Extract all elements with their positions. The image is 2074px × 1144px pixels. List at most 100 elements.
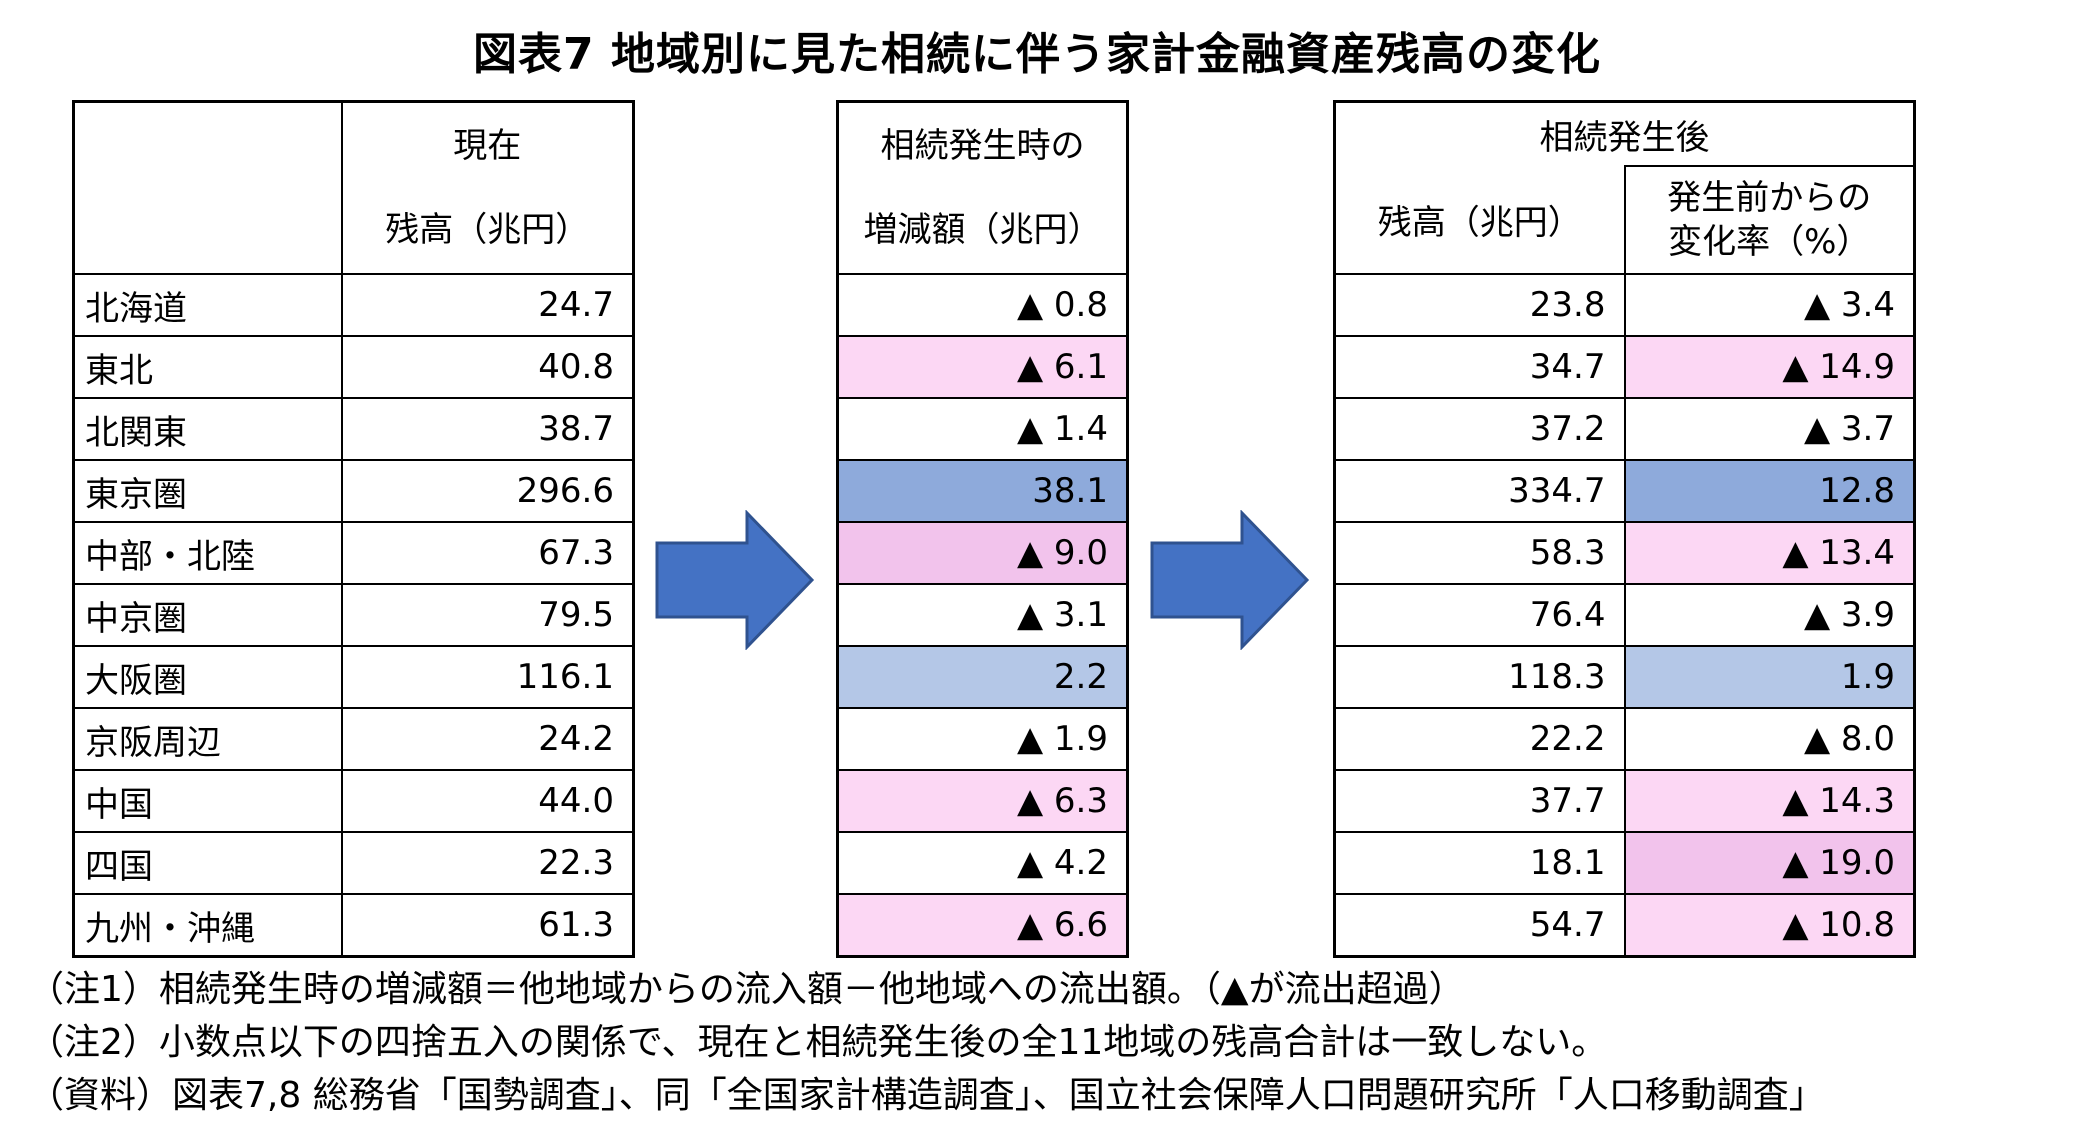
current-balance-value: 116.1: [340, 645, 635, 709]
current-balance-header-line2: 残高（兆円）: [385, 210, 590, 250]
inheritance-change-value: ▲ 1.4: [836, 397, 1129, 461]
table-row: ▲ 1.9: [836, 707, 1129, 771]
table-row: 北関東 38.7: [72, 397, 635, 461]
current-balance-header-line1: 現在: [453, 126, 522, 166]
table-row: 中国 44.0: [72, 769, 635, 833]
after-balance-value: 37.7: [1333, 769, 1626, 833]
after-balance-value: 118.3: [1333, 645, 1626, 709]
inheritance-change-value: ▲ 3.1: [836, 583, 1129, 647]
inheritance-change-value: ▲ 1.9: [836, 707, 1129, 771]
table-row: ▲ 6.3: [836, 769, 1129, 833]
change-rate-header-line1: 発生前からの: [1667, 178, 1872, 218]
table-row: 76.4 ▲ 3.9: [1333, 583, 1916, 647]
table-row: ▲ 0.8: [836, 273, 1129, 337]
region-name: 中国: [72, 769, 343, 833]
change-rate-value: ▲ 13.4: [1623, 521, 1916, 585]
current-balance-value: 44.0: [340, 769, 635, 833]
change-rate-value: ▲ 3.9: [1623, 583, 1916, 647]
current-balance-header: 現在 残高（兆円）: [340, 100, 635, 275]
table-row: 中京圏 79.5: [72, 583, 635, 647]
after-inheritance-body: 23.8 ▲ 3.4 34.7 ▲ 14.9 37.2 ▲ 3.7 334.7 12.8 58.…: [1333, 273, 1916, 958]
current-balance-body: 北海道 24.7 東北 40.8 北関東 38.7 東京圏 296.6 中部・北陸 67.3 中京圏…: [72, 273, 635, 958]
table-row: 118.3 1.9: [1333, 645, 1916, 709]
current-balance-value: 296.6: [340, 459, 635, 523]
note-1: （注1）相続発生時の増減額＝他地域からの流入額－他地域への流出額。（▲が流出超過…: [28, 969, 1465, 1010]
after-balance-value: 22.2: [1333, 707, 1626, 771]
change-rate-header-line2: 変化率（%）: [1668, 222, 1871, 262]
table-row: ▲ 9.0: [836, 521, 1129, 585]
right-arrow-icon: [1150, 510, 1310, 650]
current-balance-value: 61.3: [340, 893, 635, 958]
table-row: 34.7 ▲ 14.9: [1333, 335, 1916, 399]
region-name: 四国: [72, 831, 343, 895]
change-rate-value: ▲ 14.9: [1623, 335, 1916, 399]
after-balance-value: 54.7: [1333, 893, 1626, 958]
region-name: 大阪圏: [72, 645, 343, 709]
region-name: 東北: [72, 335, 343, 399]
table-row: 18.1 ▲ 19.0: [1333, 831, 1916, 895]
note-source: （資料）図表7,8 総務省「国勢調査」、同「全国家計構造調査」、国立社会保障人口…: [28, 1075, 1825, 1116]
table-row: 37.2 ▲ 3.7: [1333, 397, 1916, 461]
change-rate-value: ▲ 3.4: [1623, 273, 1916, 337]
current-balance-value: 24.2: [340, 707, 635, 771]
inheritance-change-value: ▲ 6.1: [836, 335, 1129, 399]
note-2: （注2）小数点以下の四捨五入の関係で、現在と相続発生後の全11地域の残高合計は一…: [28, 1022, 1608, 1063]
table-row: 334.7 12.8: [1333, 459, 1916, 523]
region-header-cell: [72, 100, 343, 275]
table-row: 四国 22.3: [72, 831, 635, 895]
notes: （注1）相続発生時の増減額＝他地域からの流入額－他地域への流出額。（▲が流出超過…: [28, 963, 1825, 1122]
table-row: ▲ 1.4: [836, 397, 1129, 461]
inheritance-change-value: ▲ 6.6: [836, 893, 1129, 958]
page-title: 図表7 地域別に見た相続に伴う家計金融資産残高の変化: [473, 29, 1601, 80]
region-name: 北海道: [72, 273, 343, 337]
region-name: 京阪周辺: [72, 707, 343, 771]
region-name: 北関東: [72, 397, 343, 461]
inheritance-change-value: ▲ 6.3: [836, 769, 1129, 833]
table-row: 中部・北陸 67.3: [72, 521, 635, 585]
after-balance-value: 23.8: [1333, 273, 1626, 337]
table-row: 北海道 24.7: [72, 273, 635, 337]
after-balance-header: 残高（兆円）: [1333, 166, 1626, 275]
change-rate-value: ▲ 3.7: [1623, 397, 1916, 461]
table-row: ▲ 4.2: [836, 831, 1129, 895]
current-balance-value: 24.7: [340, 273, 635, 337]
region-name: 東京圏: [72, 459, 343, 523]
table-row: 東京圏 296.6: [72, 459, 635, 523]
region-name: 中京圏: [72, 583, 343, 647]
change-rate-header: 発生前からの 変化率（%）: [1623, 165, 1916, 275]
current-balance-value: 67.3: [340, 521, 635, 585]
current-balance-value: 22.3: [340, 831, 635, 895]
inheritance-change-value: 38.1: [836, 459, 1129, 523]
inheritance-change-value: ▲ 4.2: [836, 831, 1129, 895]
table-row: 58.3 ▲ 13.4: [1333, 521, 1916, 585]
after-balance-value: 58.3: [1333, 521, 1626, 585]
after-balance-value: 18.1: [1333, 831, 1626, 895]
right-arrow-icon: [655, 510, 815, 650]
after-balance-value: 34.7: [1333, 335, 1626, 399]
table-row: 京阪周辺 24.2: [72, 707, 635, 771]
table-row: 22.2 ▲ 8.0: [1333, 707, 1916, 771]
table-row: 38.1: [836, 459, 1129, 523]
region-name: 中部・北陸: [72, 521, 343, 585]
inheritance-change-value: ▲ 0.8: [836, 273, 1129, 337]
inheritance-change-value: 2.2: [836, 645, 1129, 709]
change-rate-value: ▲ 14.3: [1623, 769, 1916, 833]
inheritance-change-header-line2: 増減額（兆円）: [863, 210, 1102, 250]
table-row: 37.7 ▲ 14.3: [1333, 769, 1916, 833]
change-rate-value: 1.9: [1623, 645, 1916, 709]
inheritance-change-header-line1: 相続発生時の: [880, 126, 1085, 166]
after-inheritance-table: 相続発生後 残高（兆円） 発生前からの 変化率（%） 23.8 ▲ 3.4 34.7…: [1333, 100, 1916, 958]
table-row: 東北 40.8: [72, 335, 635, 399]
after-inheritance-header: 相続発生後: [1333, 100, 1916, 166]
change-rate-value: ▲ 8.0: [1623, 707, 1916, 771]
after-balance-value: 334.7: [1333, 459, 1626, 523]
current-balance-value: 40.8: [340, 335, 635, 399]
inheritance-change-body: ▲ 0.8 ▲ 6.1 ▲ 1.4 38.1 ▲ 9.0 ▲ 3.1 2.2 ▲ 1.9 ▲ 6…: [836, 273, 1129, 958]
after-balance-value: 37.2: [1333, 397, 1626, 461]
table-row: ▲ 6.6: [836, 893, 1129, 958]
current-balance-value: 79.5: [340, 583, 635, 647]
table-row: ▲ 6.1: [836, 335, 1129, 399]
inheritance-change-header: 相続発生時の 増減額（兆円）: [836, 100, 1129, 275]
after-balance-value: 76.4: [1333, 583, 1626, 647]
table-row: 54.7 ▲ 10.8: [1333, 893, 1916, 958]
